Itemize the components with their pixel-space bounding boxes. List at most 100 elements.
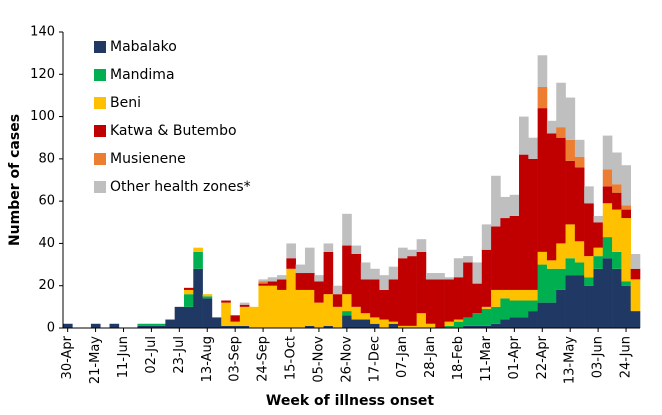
bar-segment xyxy=(556,82,566,128)
bar-segment xyxy=(379,289,390,320)
x-tick-label: 01-Apr xyxy=(507,335,522,379)
x-tick-label: 03-Jun xyxy=(591,336,606,378)
bar-segment xyxy=(556,127,566,138)
bar-segment xyxy=(351,319,362,328)
bar-segment xyxy=(519,116,529,155)
x-tick-label: 03-Sep xyxy=(228,336,243,382)
bar-segment xyxy=(351,306,362,320)
bar-segment xyxy=(500,289,511,299)
bar-segment xyxy=(528,158,538,290)
bar-segment xyxy=(481,325,492,328)
bar-segment xyxy=(156,323,166,326)
bar-segment xyxy=(519,289,529,301)
bar-segment xyxy=(370,279,380,318)
bar-segment xyxy=(574,275,585,328)
bar-segment xyxy=(574,167,585,242)
x-tick-label: 22-Apr xyxy=(535,335,550,379)
bar-segment xyxy=(463,317,473,326)
bar-segment xyxy=(584,285,594,328)
bar-segment xyxy=(621,281,631,286)
bar-segment xyxy=(612,268,622,328)
bar-segment xyxy=(491,289,501,307)
x-tick-label: 05-Nov xyxy=(311,336,326,383)
bar-segment xyxy=(146,325,157,328)
bar-segment xyxy=(453,258,464,278)
bar-segment xyxy=(602,169,613,187)
bar-segment xyxy=(332,294,343,307)
bar-segment xyxy=(398,258,408,326)
bar-segment xyxy=(286,268,296,328)
bar-segment xyxy=(370,268,380,280)
bar-segment xyxy=(398,325,408,328)
x-tick-label: 24-Sep xyxy=(256,336,271,382)
bar-segment xyxy=(565,224,576,259)
bar-segment xyxy=(621,165,631,206)
y-tick-label: 20 xyxy=(38,278,55,293)
bar-segment xyxy=(379,275,390,290)
bar-segment xyxy=(537,251,548,265)
bar-segment xyxy=(593,222,604,248)
bar-segment xyxy=(239,304,250,307)
legend-label: Musienene xyxy=(110,151,186,167)
bar-segment xyxy=(202,294,213,297)
bar-segment xyxy=(602,135,613,170)
legend-swatch xyxy=(94,181,106,193)
bar-segment xyxy=(304,247,315,274)
bar-segment xyxy=(537,302,548,328)
bar-segment xyxy=(267,285,278,328)
bar-segment xyxy=(509,194,520,216)
bar-segment xyxy=(537,264,548,303)
bar-segment xyxy=(239,325,250,328)
bar-segment xyxy=(630,268,641,280)
bar-segment xyxy=(407,256,417,326)
bar-segment xyxy=(332,285,343,295)
x-tick-label: 26-Nov xyxy=(339,336,354,383)
bar-segment xyxy=(509,215,520,290)
y-tick-label: 60 xyxy=(38,194,55,209)
bar-segment xyxy=(360,262,371,280)
bar-segment xyxy=(193,251,203,269)
x-tick-label: 21-May xyxy=(88,336,103,384)
bar-segment xyxy=(342,213,352,246)
bar-segment xyxy=(63,323,73,328)
bar-segment xyxy=(519,154,529,290)
bar-segment xyxy=(621,209,631,219)
bar-segment xyxy=(602,186,613,204)
bar-segment xyxy=(463,262,473,318)
bar-segment xyxy=(537,108,548,252)
legend-label: Katwa & Butembo xyxy=(110,123,237,139)
x-tick-label: 18-Feb xyxy=(451,336,466,380)
bar-segment xyxy=(500,218,511,290)
bar-segment xyxy=(295,289,306,328)
bar-segment xyxy=(435,279,445,328)
bar-segment xyxy=(565,139,576,161)
bar-segment xyxy=(314,275,324,282)
bar-segment xyxy=(286,258,296,269)
bar-segment xyxy=(621,218,631,282)
bar-segment xyxy=(277,279,287,290)
bar-segment xyxy=(221,300,231,303)
legend-swatch xyxy=(94,41,106,53)
bar-segment xyxy=(565,160,576,225)
bar-segment xyxy=(360,279,371,314)
legend-label: Beni xyxy=(110,95,141,111)
bar-segment xyxy=(342,315,352,328)
x-tick-label: 28-Jan xyxy=(423,336,438,378)
bar-segment xyxy=(230,325,241,328)
bar-segment xyxy=(453,319,464,322)
x-tick-label: 13-May xyxy=(563,336,578,384)
legend-swatch xyxy=(94,97,106,109)
x-tick-label: 13-Aug xyxy=(200,336,215,382)
bar-segment xyxy=(584,277,594,286)
bar-segment xyxy=(370,323,380,328)
bar-segment xyxy=(621,205,631,210)
bar-segment xyxy=(546,260,557,269)
y-tick-label: 100 xyxy=(30,109,55,124)
bar-segment xyxy=(435,273,445,280)
bar-segment xyxy=(602,258,613,328)
bar-segment xyxy=(444,321,455,326)
bar-segment xyxy=(360,313,371,320)
x-tick-label: 11-Jun xyxy=(116,336,131,378)
bar-segment xyxy=(388,323,399,328)
bar-segment xyxy=(444,325,455,328)
